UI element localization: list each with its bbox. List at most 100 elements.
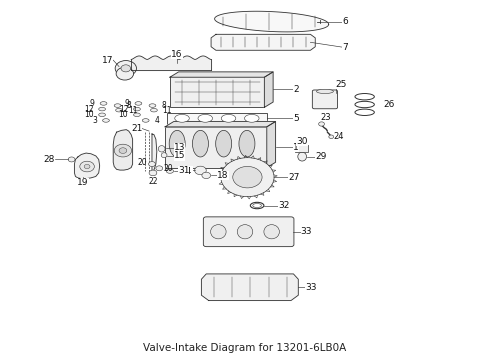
Text: 14: 14 [181, 167, 193, 176]
Text: 9: 9 [125, 99, 130, 108]
Text: 21: 21 [131, 124, 142, 133]
Circle shape [148, 162, 155, 167]
Text: 8: 8 [161, 101, 166, 110]
Ellipse shape [239, 130, 255, 157]
FancyBboxPatch shape [165, 127, 267, 168]
Text: 9: 9 [90, 99, 95, 108]
Text: 24: 24 [334, 132, 344, 141]
Text: 17: 17 [102, 56, 113, 65]
Text: 32: 32 [278, 201, 289, 210]
Text: 5: 5 [294, 114, 299, 123]
Text: 10: 10 [84, 110, 94, 119]
Circle shape [329, 135, 334, 139]
Polygon shape [211, 34, 315, 50]
Text: 7: 7 [342, 42, 347, 51]
Text: 1: 1 [294, 143, 299, 152]
Ellipse shape [298, 152, 307, 161]
Ellipse shape [102, 119, 109, 122]
Circle shape [119, 148, 127, 153]
Ellipse shape [221, 114, 236, 122]
Text: 16: 16 [172, 50, 183, 59]
Ellipse shape [150, 108, 157, 112]
Ellipse shape [166, 169, 173, 173]
FancyBboxPatch shape [168, 113, 267, 124]
Ellipse shape [98, 107, 105, 111]
FancyBboxPatch shape [295, 145, 308, 152]
Text: 8: 8 [126, 101, 131, 110]
Ellipse shape [158, 145, 165, 152]
Ellipse shape [98, 113, 105, 117]
Text: 28: 28 [44, 155, 55, 164]
Polygon shape [74, 153, 99, 179]
Ellipse shape [198, 114, 213, 122]
Text: 20: 20 [138, 158, 147, 167]
Circle shape [149, 170, 157, 176]
Text: 27: 27 [289, 173, 300, 182]
Polygon shape [165, 122, 275, 127]
Circle shape [233, 166, 262, 188]
Polygon shape [113, 130, 133, 170]
Ellipse shape [245, 114, 259, 122]
Text: 12: 12 [84, 105, 94, 114]
Text: 26: 26 [383, 100, 394, 109]
Circle shape [84, 165, 90, 168]
Text: 6: 6 [342, 17, 347, 26]
Ellipse shape [264, 225, 279, 239]
Ellipse shape [142, 119, 149, 122]
Text: 30: 30 [296, 136, 307, 145]
Circle shape [116, 67, 134, 80]
Polygon shape [152, 134, 157, 171]
Ellipse shape [116, 108, 122, 112]
Ellipse shape [149, 104, 156, 107]
Circle shape [114, 144, 132, 157]
Text: 11: 11 [128, 106, 137, 115]
FancyBboxPatch shape [170, 77, 265, 107]
Circle shape [202, 172, 211, 179]
Circle shape [318, 122, 324, 126]
Polygon shape [215, 11, 329, 32]
Ellipse shape [134, 107, 140, 111]
Text: 33: 33 [306, 283, 317, 292]
Ellipse shape [216, 130, 232, 157]
Ellipse shape [193, 130, 208, 157]
Text: 31: 31 [178, 166, 189, 175]
Text: 15: 15 [174, 152, 185, 161]
Text: 18: 18 [218, 171, 229, 180]
Text: 25: 25 [336, 80, 347, 89]
Circle shape [121, 65, 131, 72]
Text: 2: 2 [294, 85, 299, 94]
Ellipse shape [175, 114, 189, 122]
Text: 33: 33 [301, 227, 312, 236]
Text: Valve-Intake Diagram for 13201-6LB0A: Valve-Intake Diagram for 13201-6LB0A [144, 343, 346, 354]
Ellipse shape [169, 130, 185, 157]
Circle shape [195, 166, 206, 175]
Text: 4: 4 [154, 116, 159, 125]
Polygon shape [267, 122, 275, 168]
Polygon shape [265, 72, 273, 107]
Text: 23: 23 [320, 113, 331, 122]
Ellipse shape [135, 102, 142, 105]
Text: 20: 20 [164, 164, 173, 173]
Text: 11: 11 [163, 106, 172, 115]
Polygon shape [201, 274, 298, 301]
Circle shape [115, 60, 137, 76]
FancyBboxPatch shape [312, 90, 338, 109]
Ellipse shape [134, 113, 140, 117]
Ellipse shape [317, 89, 333, 94]
Circle shape [221, 158, 274, 197]
Text: 13: 13 [174, 143, 185, 152]
Ellipse shape [114, 104, 121, 107]
Text: 3: 3 [93, 116, 97, 125]
FancyBboxPatch shape [203, 217, 294, 247]
Ellipse shape [211, 225, 226, 239]
Text: 29: 29 [315, 152, 327, 161]
Ellipse shape [100, 102, 107, 105]
Circle shape [156, 166, 163, 171]
Ellipse shape [161, 153, 167, 158]
Text: 19: 19 [77, 178, 89, 187]
Text: 22: 22 [148, 177, 158, 186]
Text: 10: 10 [119, 110, 128, 119]
Ellipse shape [237, 225, 253, 239]
Circle shape [68, 157, 75, 162]
Text: 12: 12 [119, 105, 128, 114]
